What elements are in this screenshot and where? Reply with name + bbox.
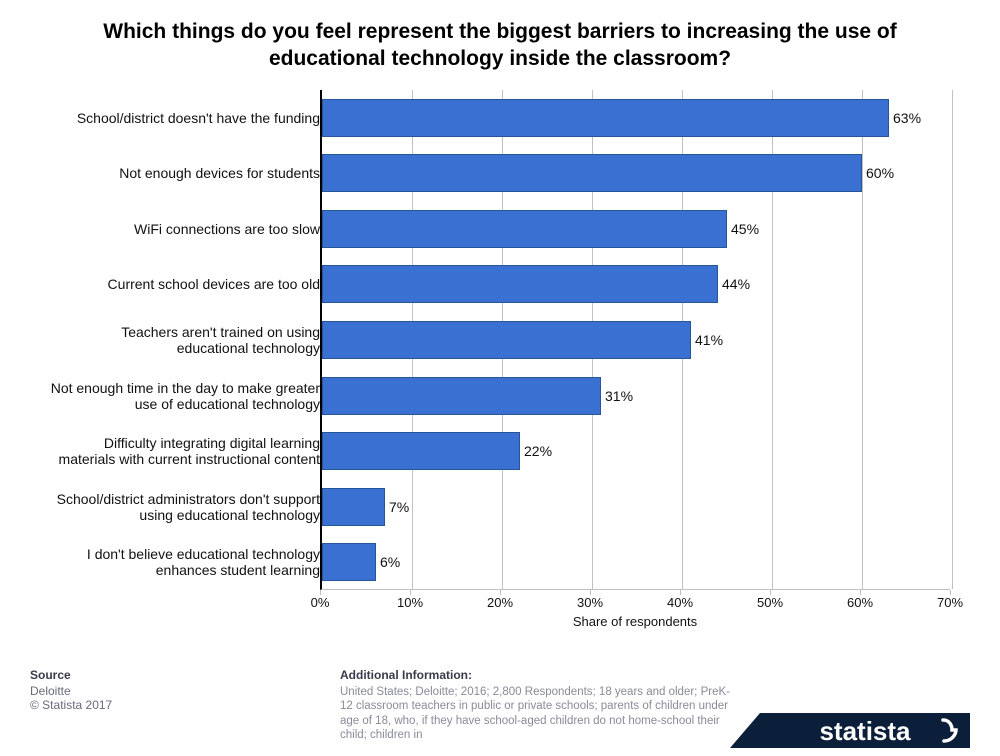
bar-value-label: 31% — [601, 388, 633, 404]
source-heading: Source — [30, 668, 310, 682]
bar — [322, 154, 862, 192]
bar — [322, 377, 601, 415]
x-tick — [410, 590, 411, 595]
bar-value-label: 41% — [691, 332, 723, 348]
bar-value-label: 63% — [889, 110, 921, 126]
bar-row: 45% — [322, 210, 950, 248]
category-label: Difficulty integrating digital learning … — [50, 435, 320, 467]
source-name: Deloitte — [30, 684, 310, 698]
x-tick — [770, 590, 771, 595]
logo-text: statista — [819, 716, 911, 746]
source-block: Source Deloitte © Statista 2017 — [30, 668, 310, 712]
category-label: Teachers aren't trained on using educati… — [50, 324, 320, 356]
x-tick-label: 10% — [397, 595, 423, 610]
bar-row: 41% — [322, 321, 950, 359]
x-tick — [680, 590, 681, 595]
x-tick — [320, 590, 321, 595]
bar-value-label: 22% — [520, 443, 552, 459]
x-tick-label: 70% — [937, 595, 963, 610]
bar-value-label: 45% — [727, 221, 759, 237]
x-tick — [950, 590, 951, 595]
additional-info-block: Additional Information: United States; D… — [340, 668, 740, 743]
x-tick-label: 20% — [487, 595, 513, 610]
x-tick — [860, 590, 861, 595]
bar-value-label: 60% — [862, 165, 894, 181]
statista-logo: statista — [730, 678, 970, 748]
additional-info-text: United States; Deloitte; 2016; 2,800 Res… — [340, 685, 740, 743]
additional-info-heading: Additional Information: — [340, 668, 740, 683]
x-tick-label: 30% — [577, 595, 603, 610]
x-axis-title: Share of respondents — [320, 614, 950, 629]
bar-value-label: 7% — [385, 499, 409, 515]
copyright-text: © Statista 2017 — [30, 698, 310, 712]
x-tick — [590, 590, 591, 595]
bar-row: 63% — [322, 99, 950, 137]
x-tick-label: 50% — [757, 595, 783, 610]
chart-footer: Source Deloitte © Statista 2017 Addition… — [30, 658, 970, 748]
bar-value-label: 6% — [376, 554, 400, 570]
x-tick-label: 40% — [667, 595, 693, 610]
category-label: Not enough time in the day to make great… — [50, 379, 320, 411]
x-tick-label: 60% — [847, 595, 873, 610]
chart-title: Which things do you feel represent the b… — [0, 0, 1000, 83]
category-label: Not enough devices for students — [50, 165, 320, 181]
bar — [322, 432, 520, 470]
bar — [322, 210, 727, 248]
category-label: School/district administrators don't sup… — [50, 491, 320, 523]
bar-row: 22% — [322, 432, 950, 470]
category-label: I don't believe educational technology e… — [50, 546, 320, 578]
bar-row: 31% — [322, 377, 950, 415]
bar — [322, 99, 889, 137]
bar-value-label: 44% — [718, 276, 750, 292]
bar — [322, 543, 376, 581]
category-label: School/district doesn't have the funding — [50, 110, 320, 126]
bar — [322, 321, 691, 359]
bar-row: 60% — [322, 154, 950, 192]
category-label: WiFi connections are too slow — [50, 221, 320, 237]
chart-area: 63% 60% 45% 44% 41% 31% 22% 7% 6% School/distric… — [30, 90, 970, 630]
plot-area: 63% 60% 45% 44% 41% 31% 22% 7% 6% — [320, 90, 950, 590]
grid-line — [952, 90, 953, 589]
bar — [322, 488, 385, 526]
bar-row: 6% — [322, 543, 950, 581]
x-tick-label: 0% — [311, 595, 330, 610]
category-label: Current school devices are too old — [50, 276, 320, 292]
bar-row: 44% — [322, 265, 950, 303]
bar — [322, 265, 718, 303]
x-tick — [500, 590, 501, 595]
bar-row: 7% — [322, 488, 950, 526]
